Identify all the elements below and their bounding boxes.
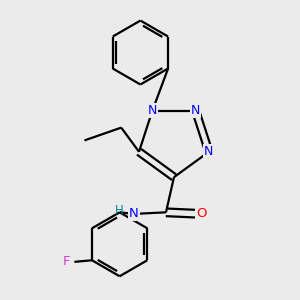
Text: H: H bbox=[115, 204, 124, 217]
Text: N: N bbox=[129, 207, 139, 220]
Text: N: N bbox=[148, 104, 157, 117]
Text: O: O bbox=[196, 207, 206, 220]
Text: F: F bbox=[63, 255, 70, 268]
Text: N: N bbox=[204, 145, 214, 158]
Text: N: N bbox=[191, 104, 200, 117]
